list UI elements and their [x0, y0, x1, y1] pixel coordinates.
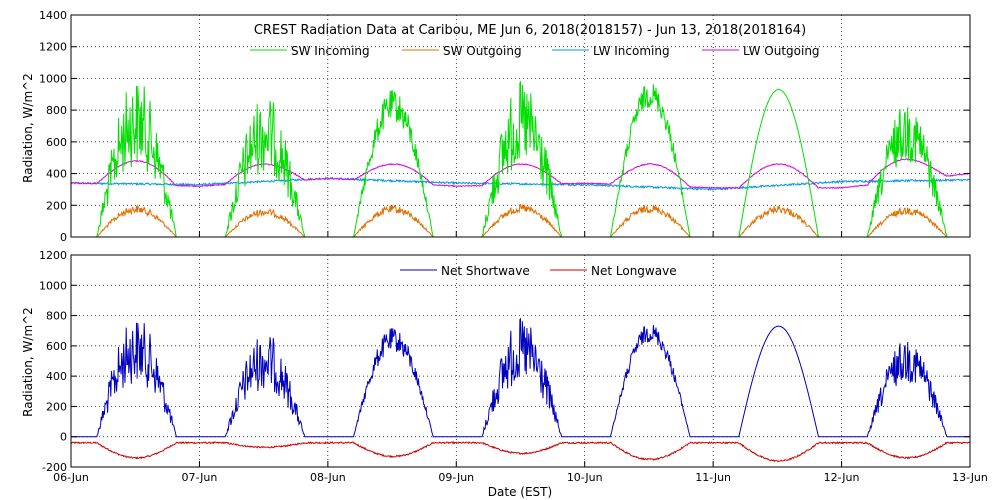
y-tick-label: 0: [60, 431, 67, 444]
y-tick-label: 600: [46, 340, 67, 353]
bottom-grid: [71, 255, 970, 467]
y-tick-label: -200: [42, 461, 67, 474]
y-tick-label: 0: [60, 231, 67, 244]
bottom-y-axis-title: Radiation, W/m^2: [21, 307, 35, 417]
top-panel: 0 200 400 600 800 1000 1200 1400 Radiation, W/m…: [21, 9, 971, 244]
series-net-shortwave: [71, 317, 970, 438]
series-net-longwave: [70, 440, 971, 463]
x-tick-label: 08-Jun: [310, 471, 346, 484]
bottom-series: [70, 317, 971, 463]
legend-lw-incoming-label: LW Incoming: [593, 44, 670, 58]
x-tick-label: 13-Jun: [952, 471, 988, 484]
top-legend: SW Incoming SW Outgoing LW Incoming LW O…: [250, 44, 820, 58]
y-tick-label: 200: [46, 400, 67, 413]
top-grid: [71, 15, 970, 237]
x-tick-label: 09-Jun: [438, 471, 474, 484]
top-y-axis-title: Radiation, W/m^2: [21, 73, 35, 183]
chart-title: CREST Radiation Data at Caribou, ME Jun …: [254, 23, 806, 38]
series-lw-outgoing: [70, 158, 971, 190]
legend-sw-incoming-label: SW Incoming: [291, 44, 370, 58]
legend-net-longwave-label: Net Longwave: [591, 264, 677, 278]
x-tick-label: 10-Jun: [567, 471, 603, 484]
y-tick-label: 400: [46, 168, 67, 181]
top-y-ticks: 0 200 400 600 800 1000 1200 1400: [39, 9, 970, 244]
x-tick-label: 07-Jun: [182, 471, 218, 484]
legend-net-shortwave-label: Net Shortwave: [441, 264, 530, 278]
bottom-panel: -200 0 200 400 600 800 1000 1200 Radiation, W/m…: [21, 231, 988, 499]
y-tick-label: 800: [46, 104, 67, 117]
series-lw-incoming: [70, 176, 971, 192]
x-tick-label: 11-Jun: [695, 471, 731, 484]
legend-lw-outgoing-label: LW Outgoing: [743, 44, 820, 58]
x-tick-label: 06-Jun: [53, 471, 89, 484]
y-tick-label: 600: [46, 136, 67, 149]
y-tick-label: 1400: [39, 9, 67, 22]
top-plot-frame: [70, 14, 971, 238]
y-tick-label: 800: [46, 310, 67, 323]
bottom-y-ticks: -200 0 200 400 600 800 1000 1200: [39, 249, 970, 474]
x-axis-title: Date (EST): [488, 485, 552, 499]
bottom-plot-frame: [70, 254, 971, 468]
y-tick-label: 400: [46, 370, 67, 383]
y-tick-label: 1200: [39, 41, 67, 54]
bottom-legend: Net Shortwave Net Longwave: [400, 264, 677, 278]
y-tick-label: 1000: [39, 279, 67, 292]
y-tick-label: 200: [46, 199, 67, 212]
x-ticks: 06-Jun 07-Jun 08-Jun 09-Jun 10-Jun 11-Jun 12-J…: [53, 231, 988, 484]
x-tick-label: 12-Jun: [824, 471, 860, 484]
y-tick-label: 1200: [39, 249, 67, 262]
y-tick-label: 1000: [39, 72, 67, 85]
legend-sw-outgoing-label: SW Outgoing: [443, 44, 522, 58]
